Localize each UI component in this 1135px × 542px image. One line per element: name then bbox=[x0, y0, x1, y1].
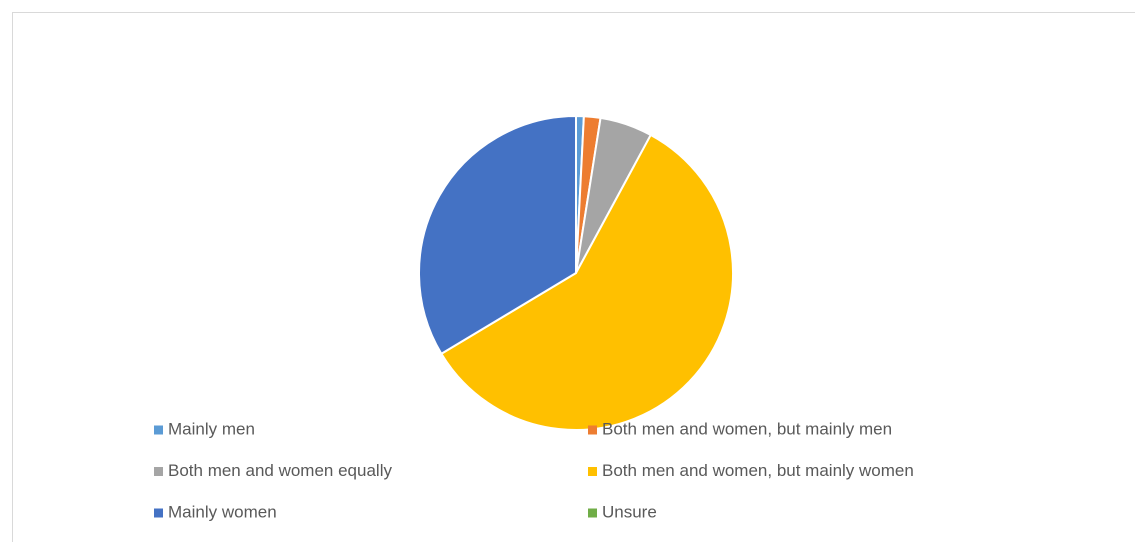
pie bbox=[418, 114, 734, 431]
legend-label: Unsure bbox=[602, 502, 657, 521]
legend-label: Mainly women bbox=[168, 502, 277, 521]
legend-label: Both men and women, but mainly women bbox=[602, 461, 914, 480]
legend-swatch bbox=[154, 467, 163, 476]
legend-swatch bbox=[588, 508, 597, 518]
legend: Mainly men Both men and women, but mainly… bbox=[154, 419, 914, 521]
legend-swatch bbox=[154, 508, 163, 518]
legend-swatch bbox=[588, 467, 597, 476]
legend-label: Both men and women equally bbox=[168, 461, 392, 480]
legend-label: Mainly men bbox=[168, 419, 255, 438]
legend-label: Both men and women, but mainly men bbox=[602, 419, 892, 438]
pie-slice bbox=[418, 114, 577, 356]
legend-swatch bbox=[588, 425, 597, 435]
legend-swatch bbox=[154, 425, 163, 435]
pie-slice bbox=[439, 133, 734, 431]
